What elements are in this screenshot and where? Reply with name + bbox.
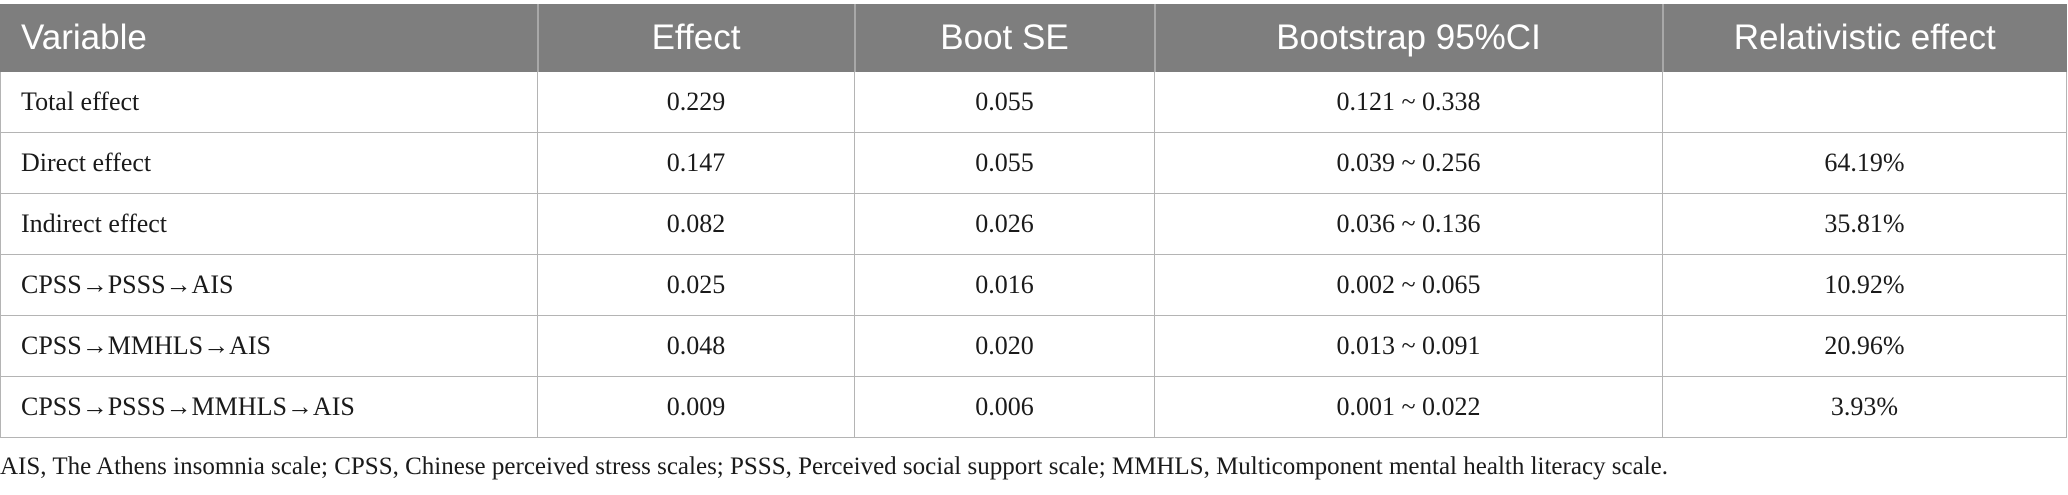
- cell-boot-se: 0.055: [854, 132, 1155, 194]
- cell-boot-se: 0.055: [854, 71, 1155, 133]
- cell-effect: 0.229: [537, 71, 855, 133]
- table-row: Total effect 0.229 0.055 0.121 ~ 0.338: [0, 71, 2067, 133]
- cell-relativistic-effect: 3.93%: [1662, 376, 2067, 438]
- cell-bootstrap-ci: 0.036 ~ 0.136: [1154, 193, 1663, 255]
- cell-relativistic-effect: [1662, 71, 2067, 133]
- table-row: CPSS→PSSS→MMHLS→AIS 0.009 0.006 0.001 ~ …: [0, 376, 2067, 438]
- cell-relativistic-effect: 20.96%: [1662, 315, 2067, 377]
- cell-boot-se: 0.026: [854, 193, 1155, 255]
- table-row: CPSS→PSSS→AIS 0.025 0.016 0.002 ~ 0.065 …: [0, 254, 2067, 316]
- table-header: Variable Effect Boot SE Bootstrap 95%CI …: [0, 4, 2067, 72]
- table-footnote: AIS, The Athens insomnia scale; CPSS, Ch…: [0, 453, 1669, 480]
- cell-bootstrap-ci: 0.039 ~ 0.256: [1154, 132, 1663, 194]
- header-row: Variable Effect Boot SE Bootstrap 95%CI …: [0, 4, 2067, 72]
- table-row: Indirect effect 0.082 0.026 0.036 ~ 0.13…: [0, 193, 2067, 255]
- cell-boot-se: 0.006: [854, 376, 1155, 438]
- cell-boot-se: 0.016: [854, 254, 1155, 316]
- cell-bootstrap-ci: 0.121 ~ 0.338: [1154, 71, 1663, 133]
- cell-variable: Direct effect: [0, 132, 538, 194]
- cell-relativistic-effect: 10.92%: [1662, 254, 2067, 316]
- table-body: Total effect 0.229 0.055 0.121 ~ 0.338 D…: [0, 71, 2067, 438]
- mediation-effects-table: Variable Effect Boot SE Bootstrap 95%CI …: [0, 4, 2067, 438]
- cell-variable: Total effect: [0, 71, 538, 133]
- cell-effect: 0.009: [537, 376, 855, 438]
- cell-effect: 0.025: [537, 254, 855, 316]
- cell-effect: 0.147: [537, 132, 855, 194]
- header-variable: Variable: [0, 4, 538, 72]
- cell-variable: CPSS→MMHLS→AIS: [0, 315, 538, 377]
- cell-boot-se: 0.020: [854, 315, 1155, 377]
- header-effect: Effect: [536, 4, 855, 72]
- table-row: CPSS→MMHLS→AIS 0.048 0.020 0.013 ~ 0.091…: [0, 315, 2067, 377]
- cell-bootstrap-ci: 0.013 ~ 0.091: [1154, 315, 1663, 377]
- cell-bootstrap-ci: 0.002 ~ 0.065: [1154, 254, 1663, 316]
- header-relativistic-effect: Relativistic effect: [1661, 4, 2067, 72]
- header-boot-se: Boot SE: [853, 4, 1155, 72]
- header-bootstrap-ci: Bootstrap 95%CI: [1153, 4, 1663, 72]
- cell-relativistic-effect: 35.81%: [1662, 193, 2067, 255]
- cell-effect: 0.048: [537, 315, 855, 377]
- cell-variable: Indirect effect: [0, 193, 538, 255]
- cell-relativistic-effect: 64.19%: [1662, 132, 2067, 194]
- table-row: Direct effect 0.147 0.055 0.039 ~ 0.256 …: [0, 132, 2067, 194]
- cell-effect: 0.082: [537, 193, 855, 255]
- cell-variable: CPSS→PSSS→MMHLS→AIS: [0, 376, 538, 438]
- cell-bootstrap-ci: 0.001 ~ 0.022: [1154, 376, 1663, 438]
- cell-variable: CPSS→PSSS→AIS: [0, 254, 538, 316]
- mediation-effects-table-container: Variable Effect Boot SE Bootstrap 95%CI …: [0, 4, 2067, 438]
